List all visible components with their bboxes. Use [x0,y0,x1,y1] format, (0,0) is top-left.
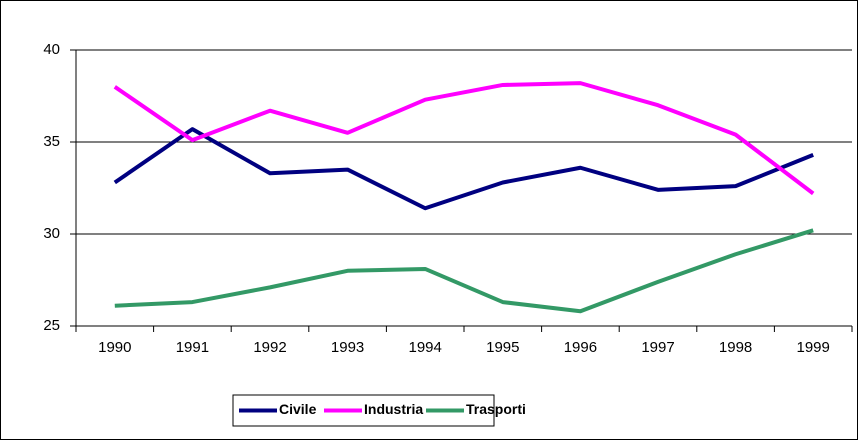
series-line [113,81,815,196]
y-tick-label: 30 [43,225,60,242]
x-tick-label: 1997 [641,339,674,356]
x-tick-label: 1991 [176,339,209,356]
series-line [114,228,814,314]
x-tick-label: 1992 [253,339,286,356]
y-tick-label: 35 [43,133,60,150]
x-tick-label: 1990 [98,339,131,356]
x-tick-label: 1996 [564,339,597,356]
y-tick-label: 40 [43,41,60,58]
y-tick-label: 25 [43,317,60,334]
x-tick-label: 1994 [409,339,442,356]
x-tick-label: 1998 [719,339,752,356]
legend-label: Civile [279,401,317,417]
x-tick-label: 1993 [331,339,364,356]
x-tick-label: 1999 [797,339,830,356]
x-tick-label: 1995 [486,339,519,356]
series-line [113,127,814,211]
legend-label: Trasporti [466,401,526,417]
legend-label: Industria [364,401,423,417]
